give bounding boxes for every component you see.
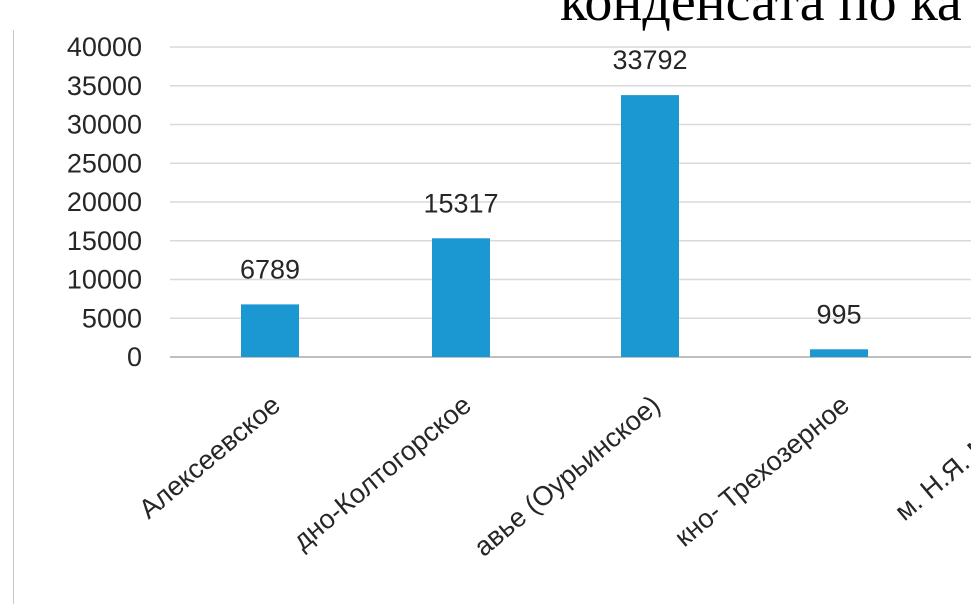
bar bbox=[621, 95, 679, 357]
y-tick-label: 40000 bbox=[67, 32, 142, 62]
data-label: 33792 bbox=[612, 45, 687, 75]
bar bbox=[241, 304, 299, 357]
data-label: 6789 bbox=[240, 254, 300, 284]
y-tick-label: 5000 bbox=[82, 303, 142, 333]
data-label: 995 bbox=[816, 299, 861, 329]
y-tick-label: 25000 bbox=[67, 148, 142, 178]
y-tick-label: 15000 bbox=[67, 226, 142, 256]
panel-left-border bbox=[13, 30, 14, 604]
y-tick-label: 0 bbox=[127, 342, 142, 372]
x-tick-label: дно-Колтогорское bbox=[287, 390, 477, 556]
bar bbox=[810, 349, 868, 357]
y-tick-label: 35000 bbox=[67, 71, 142, 101]
x-tick-label: Алексеевское bbox=[133, 390, 286, 525]
bar bbox=[432, 238, 490, 357]
y-tick-label: 30000 bbox=[67, 110, 142, 140]
x-tick-label: авье (Оурьинское) bbox=[468, 390, 666, 563]
data-label: 15317 bbox=[423, 188, 498, 218]
chart-title-fragment: конденсата по ка bbox=[560, 0, 962, 33]
y-tick-label: 20000 bbox=[67, 187, 142, 217]
x-tick-label: м. Н.Я. Медве bbox=[889, 390, 971, 527]
y-tick-label: 10000 bbox=[67, 265, 142, 295]
x-tick-label: кно- Трехозерное bbox=[669, 390, 855, 553]
